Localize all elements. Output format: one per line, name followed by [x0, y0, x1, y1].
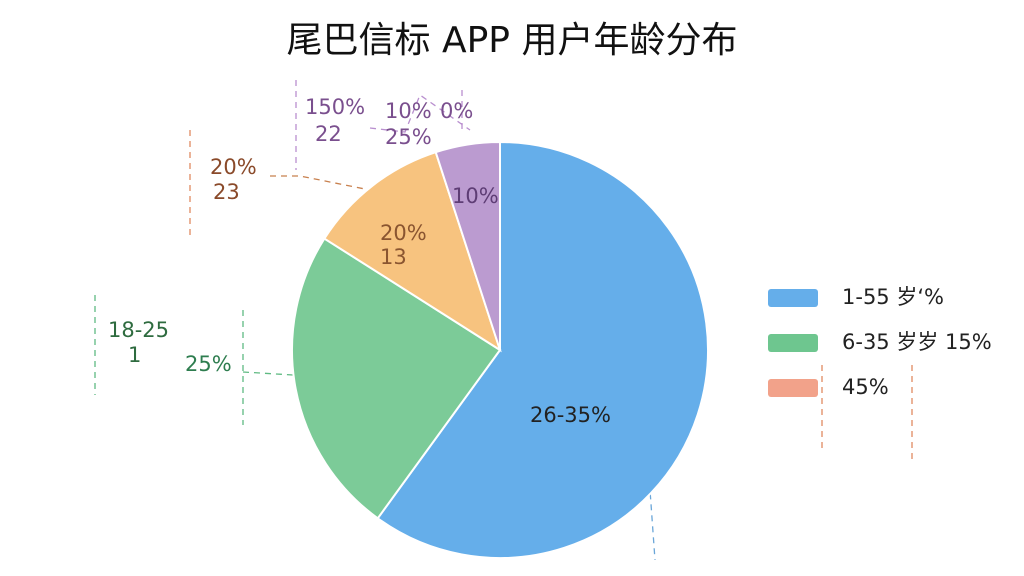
slice-label: 18-25 [108, 318, 169, 342]
legend-swatch [768, 289, 818, 307]
slice-label: 0% [440, 99, 473, 123]
pie-slice [434, 140, 501, 351]
pie-slice [322, 150, 502, 353]
legend-label: 6-35 岁岁 15% [842, 330, 992, 354]
slice-label: 22 [315, 122, 342, 146]
legend-label: 1-55 岁‘% [842, 285, 944, 309]
slice-label: 13 [380, 245, 407, 269]
legend-label: 45% [842, 375, 889, 399]
pie-slice [291, 237, 502, 520]
legend-swatch [768, 379, 818, 397]
slice-label: 20% [210, 155, 257, 179]
pie-slice [376, 140, 709, 559]
chart-title: 尾巴信标 APP 用户年龄分布 [287, 20, 738, 61]
slice-label: 150% [305, 95, 365, 119]
slice-label: 25% [185, 352, 232, 376]
slice-label: 10% [452, 184, 499, 208]
legend-swatch [768, 334, 818, 352]
slice-label: 26-35% [530, 403, 611, 427]
slice-label: 23 [213, 180, 240, 204]
slice-label: 25% [385, 125, 432, 149]
slice-label: 10% [385, 99, 432, 123]
slice-label: 20% [380, 221, 427, 245]
slice-label: 1 [128, 343, 141, 367]
